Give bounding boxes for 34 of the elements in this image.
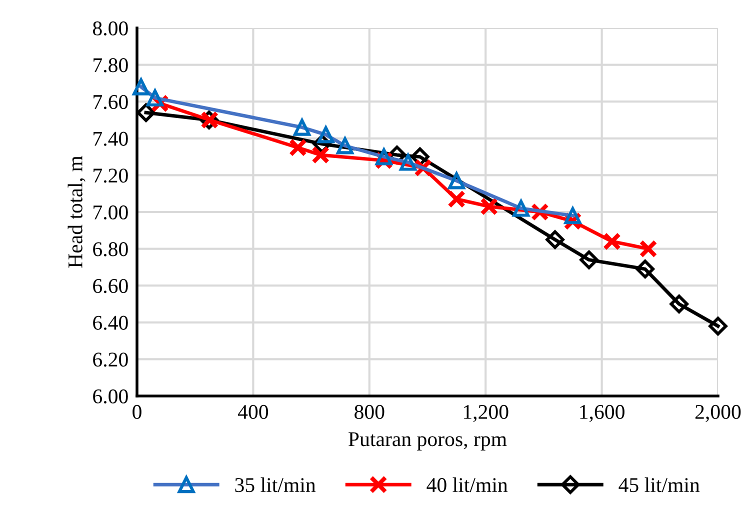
legend-label: 35 lit/min	[235, 477, 316, 492]
y-tick-label: 7.80	[94, 58, 128, 72]
y-tick-label: 6.00	[93, 389, 128, 404]
point	[636, 260, 654, 278]
point	[602, 232, 621, 250]
point	[136, 103, 156, 122]
x-tick-label: 0	[132, 404, 142, 419]
x-tick-label: 1,600	[580, 404, 624, 422]
y-tick-label: 7.00	[94, 205, 128, 220]
point	[639, 240, 658, 258]
y-tick-label: 7.40	[94, 132, 128, 146]
y-tick-label: 7.20	[94, 168, 128, 183]
x-axis-title: Putaran poros, rpm	[348, 432, 507, 450]
y-tick-label: 8.00	[93, 21, 128, 36]
point	[670, 294, 688, 314]
x-tick-label: 800	[354, 404, 384, 419]
x-tick-label: 1,200	[464, 404, 508, 422]
legend-label: 45 lit/min	[618, 477, 700, 492]
y-tick-label: 6.20	[93, 352, 128, 367]
point	[448, 190, 466, 208]
point	[546, 230, 564, 249]
y-tick-label: 7.60	[94, 94, 128, 110]
point	[312, 146, 330, 164]
point	[580, 250, 598, 270]
point	[288, 138, 307, 157]
y-axis-title: Head total, m	[68, 156, 86, 268]
point	[708, 316, 728, 336]
x-tick-label: 2,000	[695, 404, 741, 422]
y-tick-label: 6.40	[93, 316, 128, 330]
y-tick-label: 6.60	[93, 278, 128, 294]
y-tick-label: 6.80	[93, 242, 128, 256]
x-tick-label: 400	[238, 404, 268, 419]
point	[480, 197, 498, 216]
legend-label: 40 lit/min	[426, 477, 508, 492]
